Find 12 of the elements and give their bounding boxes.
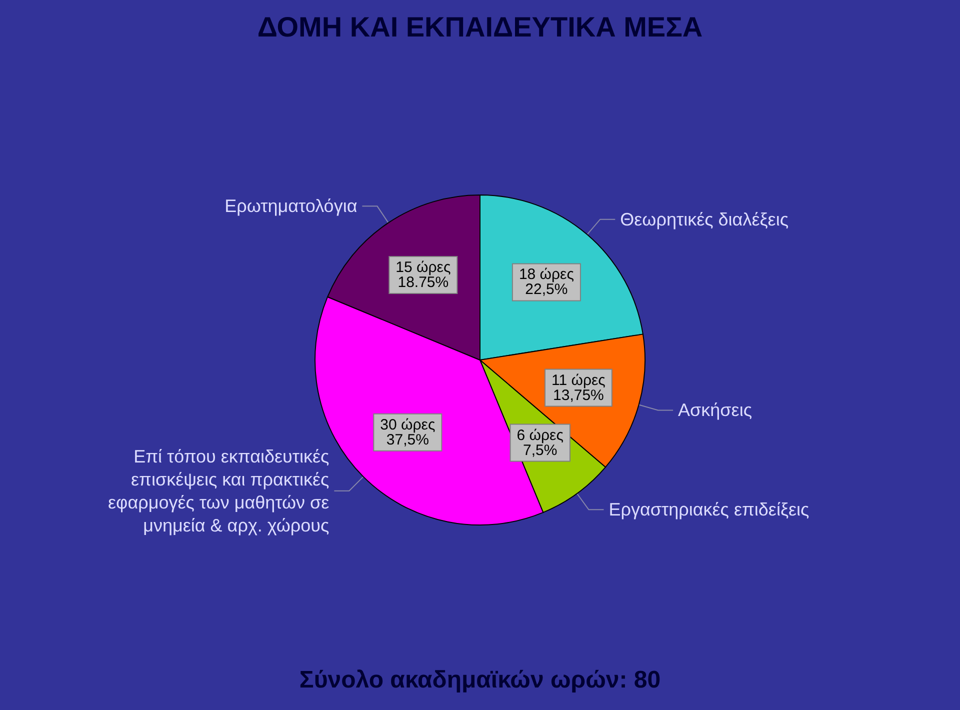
slice-label: Εργαστηριακές επιδείξεις: [608, 500, 810, 520]
slice-label: Θεωρητικές διαλέξεις: [620, 209, 789, 230]
data-label: 6 ώρες 7,5%: [516, 426, 564, 459]
data-label: 15 ώρες 18.75%: [396, 258, 451, 291]
text: Σύνολο ακαδημαϊκών ωρών: 80: [299, 666, 661, 694]
chart-title: ΔΟΜΗ ΚΑΙ ΕΚΠΑΙΔΕΥΤΙΚΑ ΜΕΣΑ: [257, 12, 703, 42]
data-label: 18 ώρες 22,5%: [518, 266, 574, 298]
slice-label: Ερωτηματολόγια: [224, 196, 358, 216]
slice-label: Επί τόπου εκπαιδευτικές επισκέψεις και πρακτικές εφαρμογές των μαθητών σε μνημεία & αρχ. χώρους: [108, 446, 330, 536]
data-label: 30 ώρες 37,5%: [380, 416, 436, 448]
slice-label: Ασκήσεις: [678, 400, 752, 420]
data-label: 11 ώρες 13,75%: [552, 372, 606, 404]
